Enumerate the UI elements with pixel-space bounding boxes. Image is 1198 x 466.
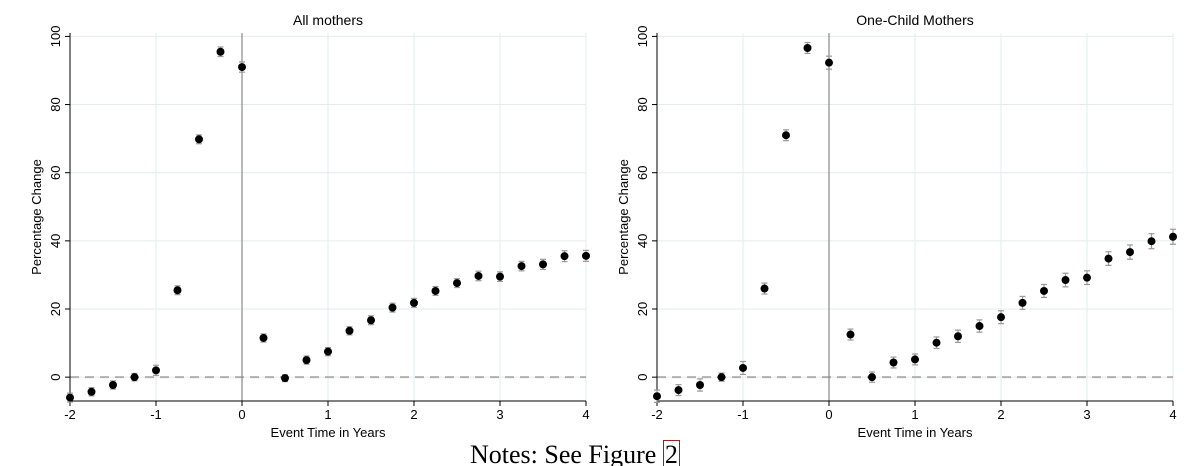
c0-x-tick-label: 0 — [238, 407, 245, 422]
c1-x-tick-label: 2 — [997, 407, 1004, 422]
c1-x-tick-label: 1 — [911, 407, 918, 422]
c1-y-axis-label: Percentage Change — [616, 159, 631, 275]
c0-data-point — [152, 366, 160, 375]
c0-x-tick-label: -2 — [64, 407, 76, 422]
c1-data-point — [1147, 237, 1156, 246]
c1-data-point — [782, 131, 790, 140]
figure-notes: Notes: See Figure 2 — [470, 440, 870, 466]
c1-x-tick-label: -1 — [737, 407, 749, 422]
c1-data-point — [803, 43, 812, 52]
c1-y-tick-label: 20 — [635, 302, 650, 316]
c1-data-point — [911, 355, 919, 364]
c1-x-tick-label: -2 — [651, 407, 663, 422]
c0-data-point — [431, 286, 440, 295]
c1-data-point — [975, 322, 984, 331]
c0-data-point — [130, 373, 139, 382]
c0-x-axis-label: Event Time in Years — [271, 425, 386, 440]
c1-y-tick-label: 100 — [635, 26, 650, 48]
c1-data-point — [717, 373, 726, 382]
c1-data-point — [653, 392, 661, 401]
c0-x-tick-label: 3 — [496, 407, 503, 422]
c0-data-point — [560, 252, 569, 261]
c1-y-tick-label: 60 — [635, 165, 650, 179]
figure-reference-link[interactable]: 2 — [662, 440, 680, 466]
c0-data-point — [109, 380, 117, 389]
c0-data-point — [345, 326, 354, 335]
c0-data-point — [195, 135, 203, 144]
c1-data-point — [1061, 276, 1070, 285]
c0-y-tick-label: 60 — [48, 165, 63, 179]
c0-data-point — [216, 47, 225, 56]
c0-data-point — [259, 333, 268, 342]
c0-y-axis-label: Percentage Change — [29, 159, 44, 275]
c1-x-tick-label: 3 — [1083, 407, 1090, 422]
c1-data-point — [868, 373, 876, 382]
c0-data-point — [66, 393, 74, 402]
c0-data-point — [496, 272, 504, 281]
c0-data-point — [367, 316, 375, 325]
c1-x-tick-label: 4 — [1169, 407, 1176, 422]
c0-data-point — [173, 286, 182, 295]
c1-data-point — [760, 284, 769, 293]
c1-data-point — [1169, 232, 1177, 241]
c0-data-point — [453, 279, 461, 288]
c1-data-point — [932, 338, 941, 347]
c0-x-tick-label: 4 — [582, 407, 589, 422]
c1-y-tick-label: 40 — [635, 234, 650, 248]
c1-data-point — [1018, 298, 1027, 307]
c1-y-tick-label: 0 — [635, 374, 650, 381]
c0-data-point — [474, 271, 483, 280]
c0-y-tick-label: 20 — [48, 302, 63, 316]
c0-data-point — [87, 387, 96, 396]
c1-chart-title: One-Child Mothers — [856, 12, 974, 28]
c1-data-point — [997, 313, 1005, 322]
c0-y-tick-label: 100 — [48, 26, 63, 48]
c1-data-point — [846, 330, 855, 339]
c1-data-point — [1040, 286, 1048, 295]
c1-data-point — [1104, 254, 1113, 263]
c0-chart-title: All mothers — [293, 12, 363, 28]
c0-x-tick-label: 1 — [324, 407, 331, 422]
c0-data-point — [238, 63, 246, 72]
c1-data-point — [889, 358, 898, 367]
c0-data-point — [388, 303, 397, 312]
c1-data-point — [696, 380, 704, 389]
c0-y-tick-label: 80 — [48, 97, 63, 111]
c0-data-point — [517, 262, 526, 271]
notes-text: Notes: See Figure — [470, 440, 663, 466]
c1-data-point — [825, 58, 833, 67]
c0-data-point — [302, 356, 311, 365]
c0-x-tick-label: -1 — [150, 407, 162, 422]
c1-data-point — [1083, 273, 1091, 282]
c1-x-axis-label: Event Time in Years — [858, 425, 973, 440]
c1-data-point — [674, 386, 683, 395]
c0-x-tick-label: 2 — [410, 407, 417, 422]
c1-data-point — [739, 363, 747, 372]
c1-x-tick-label: 0 — [825, 407, 832, 422]
c0-data-point — [539, 260, 547, 269]
c0-data-point — [324, 347, 332, 356]
c0-data-point — [281, 374, 289, 383]
c0-y-tick-label: 0 — [48, 374, 63, 381]
c0-data-point — [410, 298, 418, 307]
c1-data-point — [1126, 248, 1134, 257]
c1-y-tick-label: 80 — [635, 97, 650, 111]
c1-data-point — [954, 332, 962, 341]
c0-y-tick-label: 40 — [48, 234, 63, 248]
c0-data-point — [582, 251, 590, 260]
